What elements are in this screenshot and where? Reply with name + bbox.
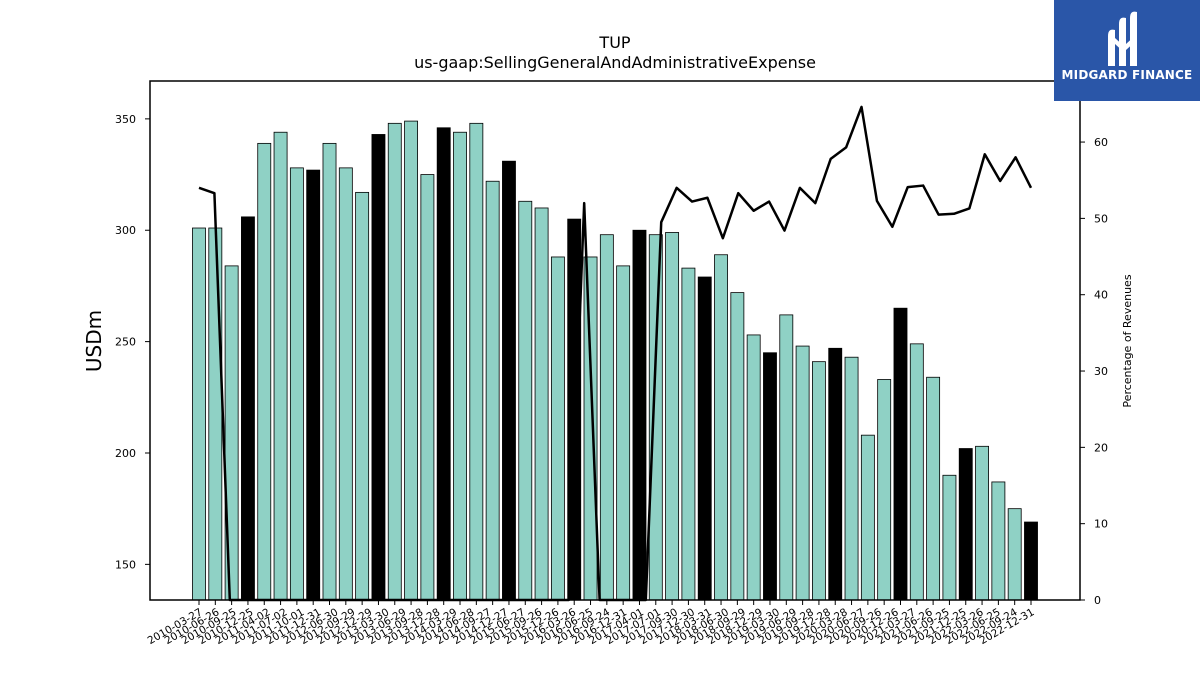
chart-subtitle: us-gaap:SellingGeneralAndAdministrativeE… [414, 53, 816, 72]
bar [909, 343, 924, 601]
bar [208, 227, 223, 601]
y-tick-label: 200 [115, 447, 136, 460]
logo-text: MIDGARD FINANCE [1061, 68, 1193, 82]
y2-tick-label: 50 [1094, 212, 1108, 225]
bar [975, 445, 989, 601]
bar [958, 448, 973, 601]
bar [795, 345, 810, 601]
y2-tick-label: 20 [1094, 441, 1108, 454]
bar [241, 216, 255, 601]
bar [811, 361, 826, 601]
y2-tick-label: 40 [1094, 289, 1108, 302]
y2-tick-label: 10 [1094, 518, 1108, 531]
bar [648, 234, 663, 601]
y-tick-label: 350 [115, 113, 136, 126]
bar [355, 191, 370, 601]
bar [714, 254, 728, 601]
bar [502, 160, 516, 601]
bar [942, 474, 957, 601]
bar [1024, 521, 1038, 601]
bar [567, 218, 582, 601]
bar [436, 127, 451, 601]
bar [665, 232, 680, 601]
bar [192, 227, 206, 601]
chart-title: TUP [598, 33, 630, 52]
bar [306, 169, 321, 601]
bar [926, 376, 941, 601]
logo: MIDGARD FINANCE [1054, 0, 1200, 101]
y2-tick-label: 60 [1094, 136, 1108, 149]
bar [779, 314, 794, 601]
bar [289, 167, 304, 601]
bar [746, 334, 761, 601]
bar [893, 307, 908, 601]
bar [583, 256, 598, 601]
bar [550, 256, 565, 601]
bar-series [192, 120, 1038, 601]
y-tick-label: 250 [115, 336, 136, 349]
bar [828, 347, 843, 601]
plot-frame [149, 80, 1081, 601]
bar [844, 356, 859, 601]
bar [991, 481, 1006, 601]
bar [681, 267, 696, 601]
bar [877, 379, 892, 601]
bar [371, 134, 386, 601]
y-tick-label: 150 [115, 558, 136, 571]
y2-tick-label: 0 [1094, 594, 1101, 607]
bar [534, 207, 549, 601]
bar [485, 180, 500, 601]
bar [387, 122, 402, 601]
bar [632, 229, 647, 601]
bar [763, 352, 777, 601]
bar [338, 167, 353, 601]
bar [730, 292, 745, 601]
logo-mark-icon [1108, 11, 1137, 67]
bar [616, 265, 631, 601]
bar [860, 434, 875, 601]
bar [322, 142, 337, 601]
y2-axis-ticks: 0 10 20 30 40 50 60 [1080, 136, 1108, 607]
x-axis-ticks: 2010-03-272010-06-262010-09-252010-12-25… [146, 600, 1037, 647]
y2-axis-label: Percentage of Revenues [1121, 274, 1134, 407]
bar [453, 131, 467, 601]
bar [273, 131, 288, 601]
y-axis-label: USDm [82, 310, 106, 372]
bar [469, 122, 484, 601]
bar [697, 276, 712, 601]
y2-tick-label: 30 [1094, 365, 1108, 378]
bar [420, 174, 435, 601]
bar [518, 200, 533, 601]
bar [257, 142, 272, 601]
y-tick-label: 300 [115, 224, 136, 237]
y-axis-ticks: 150 200 250 300 350 [115, 113, 150, 571]
bar [404, 120, 419, 601]
bar [599, 234, 614, 601]
bar [1007, 508, 1022, 601]
